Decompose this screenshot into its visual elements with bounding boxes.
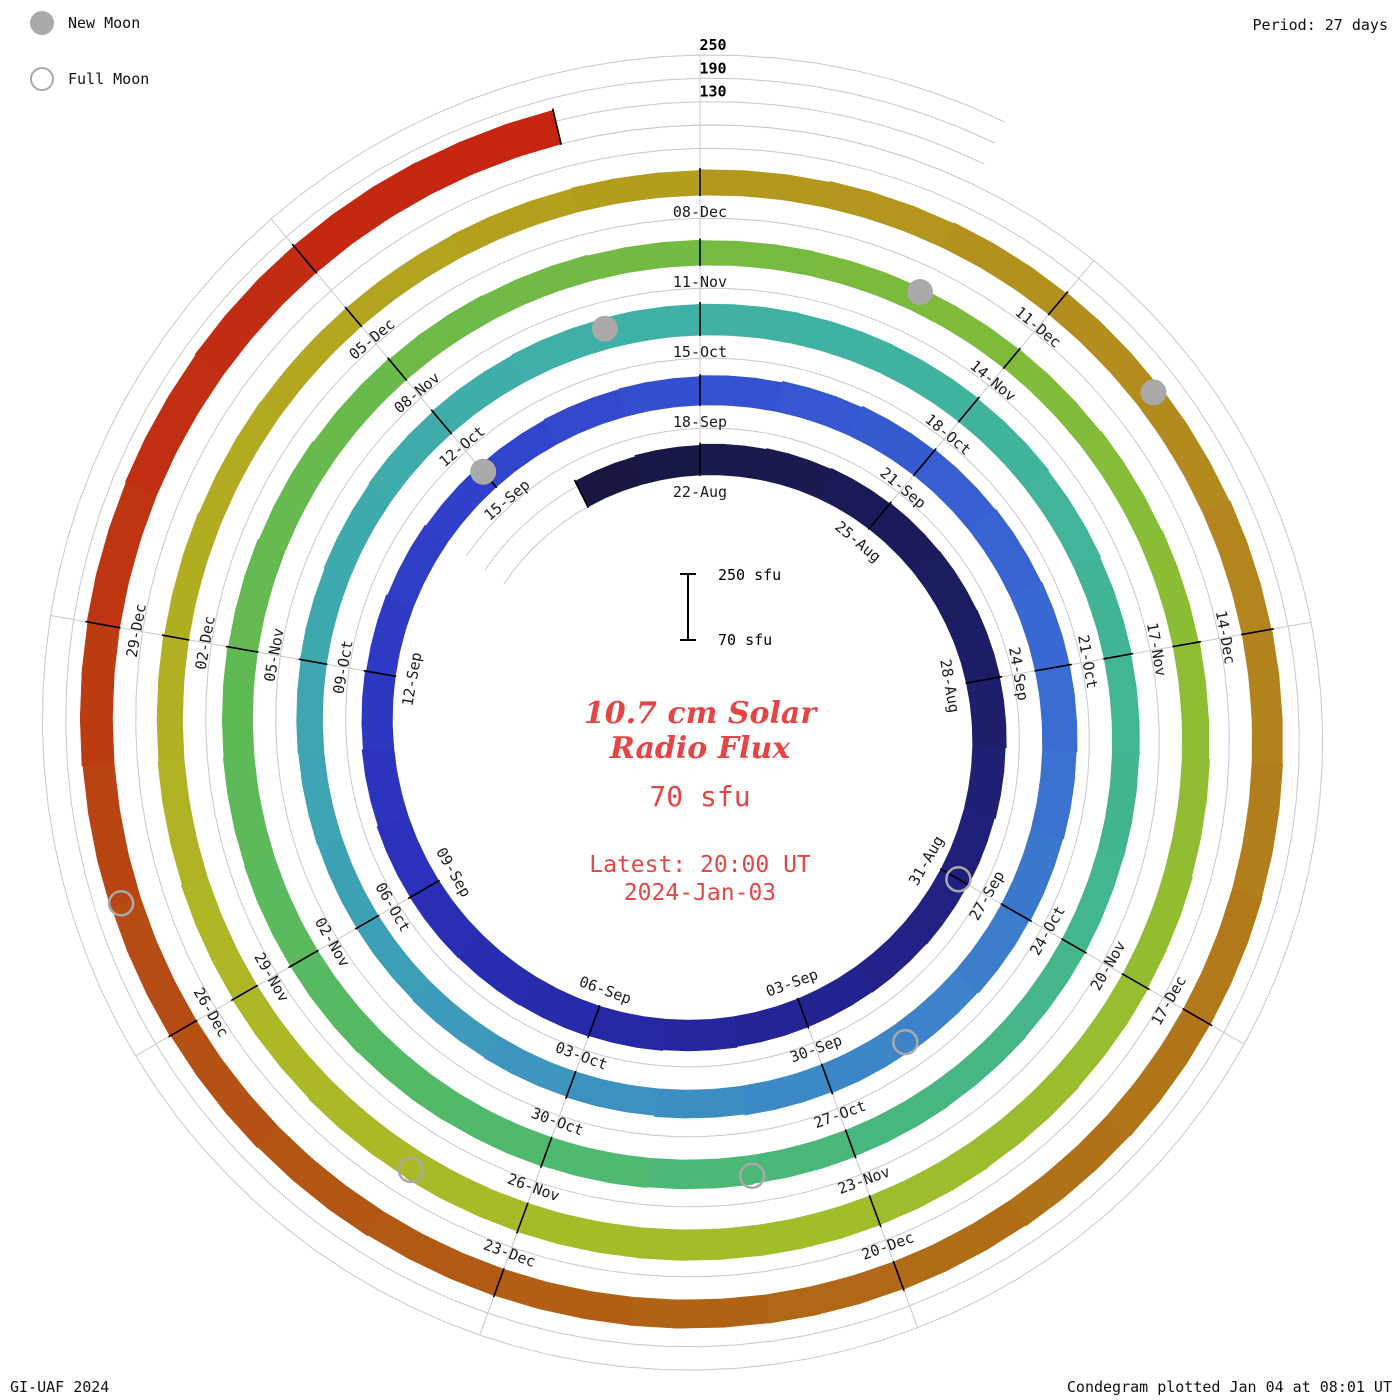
radial-scale-value: 250 xyxy=(699,36,726,54)
new-moon-marker xyxy=(470,458,497,485)
scale-bar-top-label: 250 sfu xyxy=(718,566,781,584)
date-label: 17-Nov xyxy=(1143,621,1170,677)
new-moon-marker xyxy=(907,279,933,305)
current-flux-value: 70 sfu xyxy=(649,780,751,813)
date-label: 09-Oct xyxy=(330,639,357,695)
chart-title-line1: 10.7 cm Solar xyxy=(583,696,817,731)
period-label: Period: 27 days xyxy=(1252,16,1388,34)
legend-full-moon-label: Full Moon xyxy=(68,70,150,88)
date-label: 29-Dec xyxy=(123,602,150,658)
full-moon-marker xyxy=(738,1162,766,1189)
full-moon-marker xyxy=(397,1156,424,1184)
date-label: 21-Oct xyxy=(1074,633,1101,689)
credit-label: GI-UAF 2024 xyxy=(10,1378,110,1396)
date-label: 15-Oct xyxy=(673,343,727,361)
new-moon-marker xyxy=(1140,379,1167,406)
scale-bar-bottom-label: 70 sfu xyxy=(718,631,772,649)
latest-time: Latest: 20:00 UT xyxy=(589,852,811,878)
legend-new-moon-label: New Moon xyxy=(68,14,141,32)
date-label: 08-Dec xyxy=(673,203,727,221)
full-moon-marker xyxy=(892,1028,919,1056)
flux-band xyxy=(79,109,1284,1329)
full-moon-icon xyxy=(30,67,54,91)
legend-new-moon: New Moon xyxy=(30,8,149,38)
flux-scale-bar: 250 sfu 70 sfu xyxy=(680,566,781,649)
date-label: 24-Sep xyxy=(1005,646,1032,702)
date-label: 11-Nov xyxy=(673,273,727,291)
date-label: 05-Nov xyxy=(261,627,288,683)
new-moon-icon xyxy=(30,11,54,35)
date-label: 02-Dec xyxy=(192,615,219,671)
radial-scale-value: 130 xyxy=(699,83,726,101)
date-label: 14-Dec xyxy=(1212,609,1239,665)
segment-ticks xyxy=(85,108,1274,1298)
date-label: 18-Sep xyxy=(673,413,727,431)
chart-title-line2: Radio Flux xyxy=(609,731,791,766)
footer-label: Condegram plotted Jan 04 at 08:01 UT xyxy=(1066,1378,1392,1396)
full-moon-marker xyxy=(945,865,972,893)
radial-scale-labels: 250 190 130 xyxy=(699,36,726,101)
legend-full-moon: Full Moon xyxy=(30,64,149,94)
latest-date: 2024-Jan-03 xyxy=(623,880,777,906)
moon-legend: New Moon Full Moon xyxy=(30,8,149,120)
radial-scale-value: 190 xyxy=(699,59,726,77)
date-label: 22-Aug xyxy=(673,483,727,501)
center-text: 10.7 cm Solar Radio Flux 70 sfu Latest: … xyxy=(0,696,1400,907)
new-moon-marker xyxy=(591,315,618,342)
full-moon-marker xyxy=(107,890,135,917)
moon-markers xyxy=(107,279,1167,1189)
